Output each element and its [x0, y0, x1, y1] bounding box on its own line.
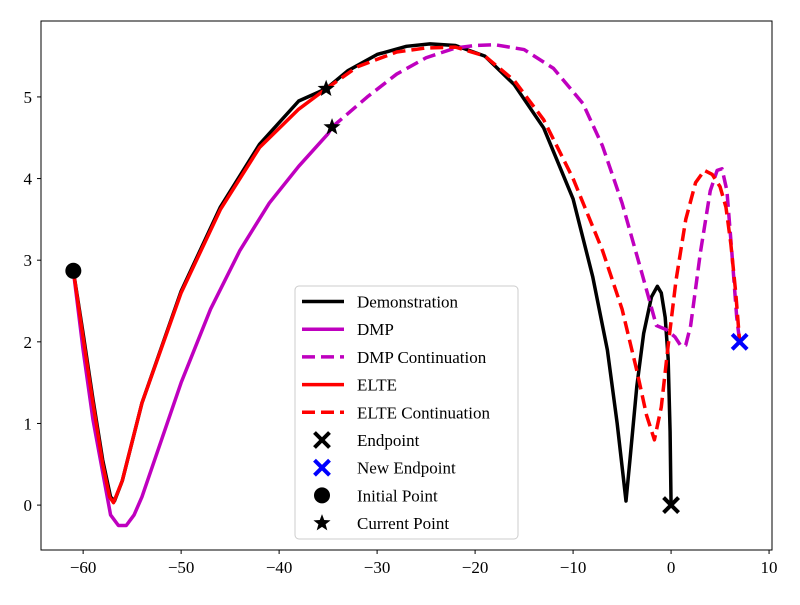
- x-tick-label: −60: [70, 558, 97, 577]
- y-tick-label: 3: [24, 251, 33, 270]
- axes-layer: −60 −50 −40 −30 −20 −10 0 10 0 1 2 3 4 5: [24, 20, 778, 577]
- x-tick-label: −40: [266, 558, 293, 577]
- x-tick-label: −30: [364, 558, 391, 577]
- x-tick-label: −20: [462, 558, 489, 577]
- legend-swatch-current-point: [313, 514, 331, 531]
- plot-frame: [40, 20, 773, 551]
- x-tick-label: 0: [667, 558, 676, 577]
- y-tick-label: 5: [24, 88, 33, 107]
- legend-label-dmp: DMP: [357, 320, 394, 339]
- x-tick-label: −10: [560, 558, 587, 577]
- legend-label-dmp-continuation: DMP Continuation: [357, 348, 487, 367]
- y-tick-label: 0: [24, 496, 33, 515]
- legend-swatch-endpoint: [313, 431, 331, 449]
- marker-initial-point: [65, 262, 82, 279]
- legend-label-elte: ELTE: [357, 376, 397, 395]
- legend-label-initial-point: Initial Point: [357, 486, 438, 505]
- marker-layer: [65, 79, 749, 515]
- series-layer: [71, 42, 742, 528]
- y-tick-label: 4: [24, 170, 33, 189]
- y-tick-label: 1: [24, 414, 33, 433]
- series-dmp-continuation: [330, 42, 742, 348]
- marker-current-point: [317, 79, 335, 97]
- series-elte-continuation: [325, 45, 742, 442]
- legend-label-endpoint: Endpoint: [357, 431, 420, 450]
- series-elte: [71, 87, 328, 505]
- x-tick-label: 10: [761, 558, 778, 577]
- legend: Demonstration DMP DMP Continuation ELTE ELTE…: [294, 285, 519, 540]
- legend-label-new-endpoint: New Endpoint: [357, 459, 456, 478]
- legend-label-elte-continuation: ELTE Continuation: [357, 403, 491, 422]
- legend-swatch-initial-point: [314, 487, 330, 504]
- legend-label-demonstration: Demonstration: [357, 293, 459, 312]
- marker-new-endpoint: [730, 332, 749, 351]
- series-dmp: [71, 125, 334, 528]
- y-tick-label: 2: [24, 333, 33, 352]
- legend-label-current-point: Current Point: [357, 514, 449, 533]
- x-tick-label: −50: [168, 558, 195, 577]
- marker-current-point: [323, 118, 341, 135]
- legend-swatch-new-endpoint: [313, 458, 331, 477]
- marker-endpoint: [662, 496, 680, 515]
- legend-box: [294, 285, 519, 540]
